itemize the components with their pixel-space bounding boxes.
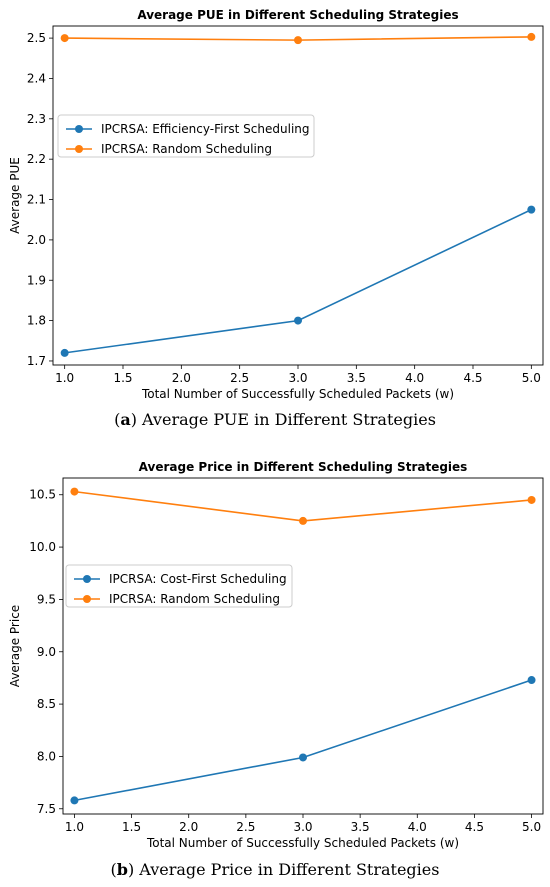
data-point [527,495,536,504]
chart-title: Average Price in Different Scheduling St… [139,460,468,474]
legend-marker [83,575,91,583]
x-tick-label: 3.5 [347,371,366,385]
x-tick-label: 1.5 [122,820,141,834]
legend-marker [75,145,83,153]
chart-pue: Average PUE in Different Scheduling Stra… [8,8,544,401]
x-tick-label: 1.0 [65,820,84,834]
data-point [60,34,69,43]
data-point [60,348,69,357]
data-point [294,36,302,45]
data-point [70,796,79,805]
plot-frame [62,477,544,815]
x-tick-label: 3.0 [293,820,312,834]
data-point [70,487,79,496]
x-tick-label: 2.5 [236,820,255,834]
x-tick-label: 2.0 [172,371,191,385]
y-tick-label: 1.9 [27,273,46,287]
x-tick-label: 1.5 [113,371,132,385]
y-tick-label: 1.7 [27,354,46,368]
y-axis-label: Average Price [8,605,22,687]
y-tick-label: 10.5 [29,488,56,502]
x-tick-label: 3.0 [288,371,307,385]
x-tick-label: 2.5 [230,371,249,385]
data-point [299,516,307,525]
x-tick-label: 3.5 [351,820,370,834]
data-point [527,205,536,214]
x-tick-label: 4.0 [405,371,424,385]
y-tick-label: 2.1 [27,193,46,207]
y-axis-label: Average PUE [8,157,22,234]
plot-frame [52,25,544,366]
chart-title: Average PUE in Different Scheduling Stra… [137,8,458,22]
data-point [294,316,302,325]
caption-b-label: b [116,860,128,879]
legend-marker [75,125,83,133]
y-tick-label: 2.2 [27,152,46,166]
data-point [527,676,536,685]
legend-label: IPCRSA: Cost-First Scheduling [109,572,287,586]
legend-box [65,564,293,608]
x-tick-label: 2.0 [179,820,198,834]
series-line-1 [74,679,532,802]
caption-b: (b) Average Price in Different Strategie… [110,860,440,879]
y-tick-label: 2.5 [27,31,46,45]
x-tick-label: 1.0 [55,371,74,385]
y-tick-label: 1.8 [27,314,46,328]
legend-label: IPCRSA: Efficiency-First Scheduling [101,122,310,136]
legend-box [57,114,315,158]
data-point [299,753,307,762]
x-tick-label: 4.5 [463,371,482,385]
y-tick-label: 10.0 [29,540,56,554]
y-tick-label: 2.0 [27,233,46,247]
x-tick-label: 5.0 [522,371,541,385]
y-tick-label: 7.5 [37,802,56,816]
caption-b-text: Average Price in Different Strategies [139,860,440,879]
series-line-2 [74,490,532,522]
x-axis-label: Total Number of Successfully Scheduled P… [146,836,459,850]
x-tick-label: 4.5 [465,820,484,834]
y-tick-label: 2.3 [27,112,46,126]
x-axis-label: Total Number of Successfully Scheduled P… [141,387,454,401]
legend-label: IPCRSA: Random Scheduling [101,142,272,156]
y-tick-label: 9.0 [37,645,56,659]
caption-a: (a) Average PUE in Different Strategies [114,410,436,429]
legend-marker [83,595,91,603]
y-tick-label: 2.4 [27,71,46,85]
caption-a-label: a [120,410,131,429]
x-tick-label: 5.0 [522,820,541,834]
x-tick-label: 4.0 [408,820,427,834]
legend-label: IPCRSA: Random Scheduling [109,592,280,606]
y-tick-label: 8.0 [37,749,56,763]
data-point [527,32,536,41]
chart-price: Average Price in Different Scheduling St… [8,460,544,850]
y-tick-label: 9.5 [37,592,56,606]
caption-a-text: Average PUE in Different Strategies [142,410,436,429]
series-line-1 [64,208,532,354]
y-tick-label: 8.5 [37,697,56,711]
